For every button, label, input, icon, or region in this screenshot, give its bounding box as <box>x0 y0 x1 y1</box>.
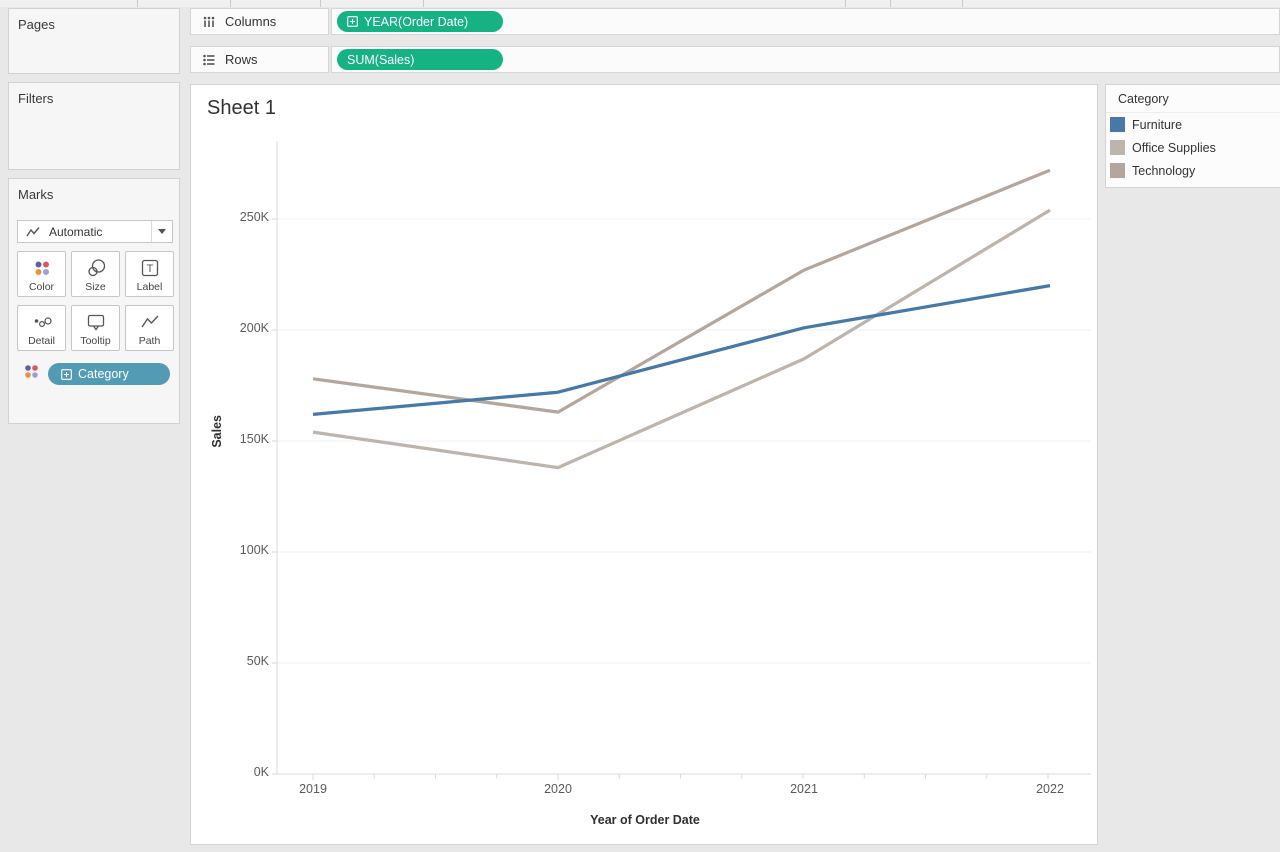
label-button-label: Label <box>136 281 163 293</box>
year-order-date-pill[interactable]: YEAR(Order Date) <box>337 11 503 32</box>
size-button[interactable]: Size <box>71 251 120 297</box>
y-tick-label: 150K <box>239 432 269 446</box>
legend-item-office-supplies[interactable]: Office Supplies <box>1106 136 1280 159</box>
tooltip-button-label: Tooltip <box>80 335 111 347</box>
y-tick-label: 0K <box>253 765 269 779</box>
expand-plus-icon <box>347 16 358 27</box>
detail-dots-icon <box>31 311 53 338</box>
filters-shelf[interactable]: Filters <box>8 82 180 170</box>
office-supplies-line[interactable] <box>312 208 1051 470</box>
technology-line[interactable] <box>312 168 1051 414</box>
chevron-down-icon <box>158 229 166 234</box>
tooltip-bubble-icon <box>85 311 107 338</box>
sheet-canvas[interactable]: 0K 50K 100K 150K 200K 250K 2019 2020 2021 2022 Sh… <box>190 84 1098 845</box>
furniture-swatch <box>1110 117 1125 132</box>
detail-button[interactable]: Detail <box>17 305 66 351</box>
color-button[interactable]: Color <box>17 251 66 297</box>
category-color-pill[interactable]: Category <box>48 363 170 385</box>
marks-card: Marks Automatic Color Size <box>8 178 180 424</box>
marks-title: Marks <box>18 187 54 202</box>
svg-text:T: T <box>146 263 153 275</box>
x-tick-label: 2019 <box>299 782 327 796</box>
dropdown-caret[interactable] <box>151 221 172 242</box>
x-axis-title: Year of Order Date <box>590 813 700 827</box>
detail-button-label: Detail <box>28 335 55 347</box>
x-tick-label: 2020 <box>544 782 572 796</box>
mark-type-dropdown[interactable]: Automatic <box>17 220 173 243</box>
y-tick-label: 200K <box>239 321 269 335</box>
path-zigzag-icon <box>139 311 161 338</box>
pages-title: Pages <box>18 17 55 32</box>
columns-shelf-tray[interactable]: YEAR(Order Date) <box>331 8 1280 35</box>
x-tick-label: 2022 <box>1036 782 1064 796</box>
pages-shelf[interactable]: Pages <box>8 8 180 74</box>
y-tick-label: 100K <box>239 543 269 557</box>
furniture-label: Furniture <box>1132 117 1183 132</box>
color-legend[interactable]: Category Furniture Office Supplies Techn… <box>1105 84 1280 188</box>
color-dots-icon <box>31 257 53 284</box>
legend-item-furniture[interactable]: Furniture <box>1106 113 1280 136</box>
office-supplies-label: Office Supplies <box>1132 140 1216 155</box>
line-chart <box>272 141 1091 780</box>
y-axis-title: Sales <box>210 415 224 448</box>
expand-plus-icon <box>61 368 72 380</box>
label-button[interactable]: T Label <box>125 251 174 297</box>
x-tick-label: 2021 <box>790 782 818 796</box>
path-button[interactable]: Path <box>125 305 174 351</box>
sum-sales-pill[interactable]: SUM(Sales) <box>337 49 503 70</box>
office-supplies-swatch <box>1110 140 1125 155</box>
rows-shelf-text: Rows <box>225 52 258 67</box>
rows-shelf-label: Rows <box>190 46 329 73</box>
furniture-line[interactable] <box>312 283 1051 417</box>
text-label-icon: T <box>139 257 161 284</box>
sheet-title: Sheet 1 <box>207 97 276 119</box>
line-mark-icon <box>25 224 41 240</box>
rows-icon <box>201 52 217 68</box>
color-dots-icon <box>23 363 40 385</box>
size-circles-icon <box>85 257 107 284</box>
technology-swatch <box>1110 163 1125 178</box>
filters-title: Filters <box>18 91 54 106</box>
y-tick-label: 50K <box>246 654 269 668</box>
color-button-label: Color <box>28 281 55 293</box>
legend-title: Category <box>1106 85 1280 113</box>
technology-label: Technology <box>1132 163 1196 178</box>
path-button-label: Path <box>138 335 161 347</box>
rows-shelf-tray[interactable]: SUM(Sales) <box>331 46 1280 73</box>
year-pill-label: YEAR(Order Date) <box>364 14 469 29</box>
category-pill-label: Category <box>78 367 129 381</box>
tooltip-button[interactable]: Tooltip <box>71 305 120 351</box>
columns-shelf-label: Columns <box>190 8 329 35</box>
size-button-label: Size <box>85 281 106 293</box>
legend-item-technology[interactable]: Technology <box>1106 159 1280 182</box>
columns-icon <box>201 14 217 30</box>
y-tick-label: 250K <box>239 210 269 224</box>
toolbar-remnant-strip <box>0 0 1280 7</box>
columns-shelf-text: Columns <box>225 14 277 29</box>
sum-sales-pill-label: SUM(Sales) <box>347 52 415 67</box>
mark-type-value: Automatic <box>49 224 103 239</box>
